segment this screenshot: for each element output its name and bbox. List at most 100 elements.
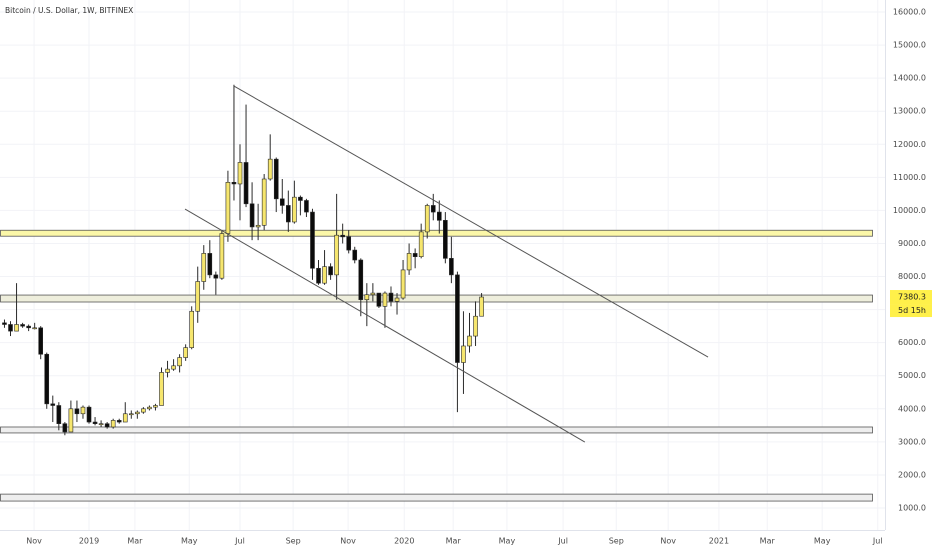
zones	[0, 229, 873, 502]
candle-body	[128, 413, 134, 416]
x-tick-label: Mar	[446, 537, 462, 546]
y-tick-label: 16000.0	[893, 8, 926, 17]
candle-body	[479, 296, 484, 317]
candle-body	[110, 420, 116, 428]
x-tick-label: Mar	[127, 537, 143, 546]
y-tick-label: 4000.0	[898, 404, 926, 413]
countdown-label: 5d 15h	[898, 306, 926, 315]
y-tick-label: 5000.0	[898, 371, 926, 380]
candles	[2, 84, 484, 436]
candle-body	[38, 327, 44, 355]
candle-body	[473, 315, 478, 337]
x-tick-label: Jul	[872, 537, 883, 546]
y-tick-label: 6000.0	[898, 338, 926, 347]
x-tick-label: Mar	[760, 537, 776, 546]
y-tick-label: 11000.0	[893, 173, 926, 182]
candle-body	[8, 324, 13, 332]
candle-body	[267, 158, 273, 180]
candle-body	[376, 292, 382, 307]
candle-body	[104, 423, 110, 428]
y-tick-label: 13000.0	[893, 107, 926, 116]
x-tick-label: May	[499, 537, 516, 546]
candle-body	[116, 420, 122, 423]
candle-body	[44, 353, 50, 405]
candle-body	[14, 324, 19, 332]
candle-body	[195, 281, 201, 312]
x-tick-label: 2019	[79, 537, 99, 546]
trendlines	[184, 85, 709, 443]
candle-body	[388, 292, 394, 302]
candle-body	[74, 408, 80, 415]
x-tick-label: Jul	[557, 537, 568, 546]
y-tick-label: 3000.0	[898, 437, 926, 446]
candle-body	[56, 405, 62, 424]
y-tick-label: 1000.0	[898, 504, 926, 513]
candle-body	[141, 408, 146, 413]
candle-body	[231, 181, 237, 185]
candle-body	[255, 224, 261, 228]
candle-body	[219, 233, 225, 279]
candle-body	[171, 365, 176, 370]
y-tick-label: 2000.0	[898, 470, 926, 479]
trendline	[184, 208, 586, 443]
x-tick-label: Nov	[26, 537, 42, 546]
price-zone	[0, 229, 873, 237]
candle-body	[189, 310, 194, 348]
candle-body	[249, 203, 255, 228]
candle-body	[135, 411, 140, 415]
last-price-label: 7380.3	[898, 293, 926, 302]
candle-body	[261, 178, 267, 226]
candle-body	[92, 421, 98, 424]
candle-body	[243, 162, 249, 205]
x-tick-label: Sep	[609, 537, 624, 546]
candle-body	[177, 357, 182, 367]
candle-body	[412, 253, 418, 258]
candle-body	[406, 253, 412, 271]
price-zone	[0, 294, 873, 303]
candle-body	[286, 205, 291, 223]
x-tick-label: May	[814, 537, 831, 546]
candle-body	[201, 253, 207, 282]
x-tick-label: Nov	[340, 537, 356, 546]
candle-body	[153, 405, 158, 408]
candle-body	[213, 274, 219, 279]
candle-body	[382, 292, 388, 307]
candle-body	[80, 406, 86, 415]
y-tick-label: 9000.0	[898, 239, 926, 248]
candle-body	[165, 368, 170, 373]
candle-body	[298, 196, 303, 201]
candle-body	[159, 372, 164, 406]
last-price-badge: 7380.3 5d 15h	[890, 290, 932, 318]
candle-body	[304, 200, 309, 213]
y-tick-label: 14000.0	[893, 74, 926, 83]
trendline	[233, 85, 709, 358]
candle-body	[20, 324, 25, 327]
candle-body	[292, 196, 297, 223]
candle-body	[122, 413, 128, 423]
y-tick-label: 12000.0	[893, 140, 926, 149]
candle-body	[394, 297, 400, 302]
candle-body	[455, 274, 460, 363]
y-tick-label: 10000.0	[893, 206, 926, 215]
x-tick-label: Nov	[660, 537, 676, 546]
candle-body	[68, 408, 74, 433]
candle-body	[358, 259, 364, 300]
candle-body	[322, 266, 327, 284]
candle-body	[310, 211, 315, 269]
candle-body	[400, 269, 406, 299]
candle-body	[430, 205, 436, 213]
price-zone	[0, 493, 873, 502]
candle-body	[32, 327, 37, 330]
candle-body	[225, 181, 231, 234]
candle-body	[62, 423, 68, 433]
y-tick-label: 8000.0	[898, 272, 926, 281]
candle-body	[50, 403, 56, 406]
candle-body	[461, 345, 466, 363]
x-tick-label: Jul	[234, 537, 245, 546]
candle-body	[424, 205, 430, 233]
candle-body	[449, 258, 454, 276]
candle-body	[273, 158, 279, 200]
candle-body	[237, 162, 243, 185]
